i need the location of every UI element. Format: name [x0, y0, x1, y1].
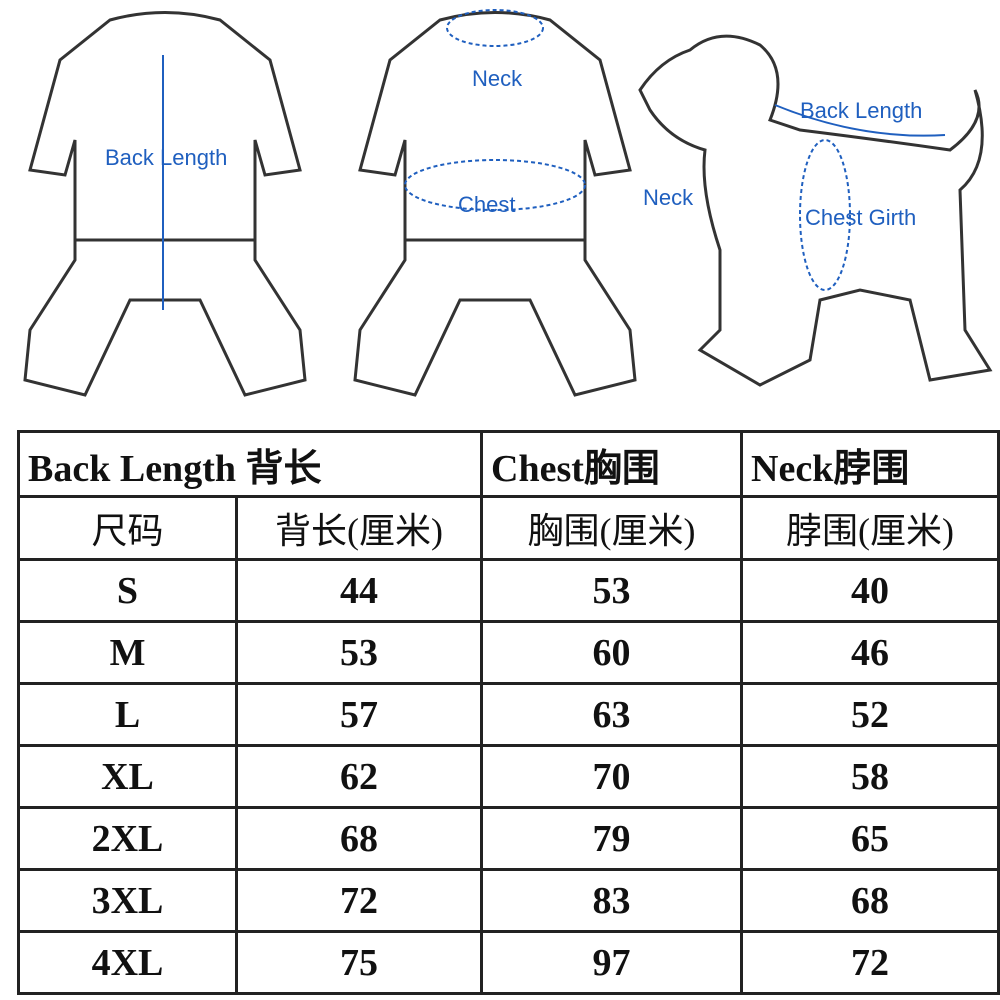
table-row: 4XL 75 97 72	[17, 930, 1000, 995]
measurement-cell: 44	[234, 558, 484, 623]
measurement-cell: 53	[480, 558, 744, 623]
measurement-cell: 75	[234, 930, 484, 995]
measurement-cell: 83	[480, 868, 744, 933]
chest-measure-icon	[404, 159, 586, 211]
neck-measure-icon	[446, 9, 544, 47]
dog-neck-label: Neck	[643, 185, 694, 210]
measurement-cell: 57	[234, 682, 484, 747]
dog-chest-girth-icon	[799, 139, 851, 291]
measurement-cell: 62	[234, 744, 484, 809]
table-row: L 57 63 52	[17, 682, 1000, 747]
size-cell: 4XL	[17, 930, 238, 995]
table-row: S 44 53 40	[17, 558, 1000, 623]
measurement-illustrations: Back Length Neck Chest Back Length Neck …	[23, 9, 993, 397]
dog-back-length-label: Back Length	[800, 98, 922, 123]
measurement-cell: 58	[740, 744, 1000, 809]
garment-front-illustration	[353, 11, 637, 397]
table-row: XL 62 70 58	[17, 744, 1000, 809]
measurement-cell: 63	[480, 682, 744, 747]
column-header: 胸围(厘米)	[480, 495, 744, 561]
column-header: 脖围(厘米)	[740, 495, 1000, 561]
chest-label: Chest	[458, 192, 515, 217]
garment-back-illustration	[23, 11, 307, 397]
back-length-group-header: Back Length 背长	[16, 430, 484, 498]
measurement-cell: 65	[740, 806, 1000, 871]
measurement-cell: 97	[480, 930, 744, 995]
size-cell: 2XL	[17, 806, 238, 871]
size-cell: S	[17, 558, 238, 623]
table-row: M 53 60 46	[17, 620, 1000, 685]
measurement-cell: 40	[740, 558, 1000, 623]
column-header-row: 尺码 背长(厘米) 胸围(厘米) 脖围(厘米)	[17, 495, 1000, 561]
measurement-cell: 70	[480, 744, 744, 809]
measurement-cell: 68	[234, 806, 484, 871]
neck-label: Neck	[472, 66, 523, 91]
table-row: 3XL 72 83 68	[17, 868, 1000, 933]
size-cell: XL	[17, 744, 238, 809]
measurement-cell: 52	[740, 682, 1000, 747]
dog-back-length-arrow	[774, 104, 946, 137]
size-cell: 3XL	[17, 868, 238, 933]
measurement-cell: 53	[234, 620, 484, 685]
column-header: 背长(厘米)	[234, 495, 484, 561]
measurement-cell: 68	[740, 868, 1000, 933]
dog-chest-girth-label: Chest Girth	[805, 205, 916, 230]
column-header: 尺码	[17, 495, 238, 561]
size-chart-table: Back Length 背长 Chest胸围 Neck脖围 尺码 背长(厘米) …	[16, 430, 1000, 995]
dog-illustration	[638, 34, 993, 387]
table-row: 2XL 68 79 65	[17, 806, 1000, 871]
measurement-cell: 72	[740, 930, 1000, 995]
neck-group-header: Neck脖围	[740, 430, 1000, 498]
size-cell: L	[17, 682, 238, 747]
chest-group-header: Chest胸围	[480, 430, 744, 498]
measurement-cell: 60	[480, 620, 744, 685]
measurement-cell: 72	[234, 868, 484, 933]
size-cell: M	[17, 620, 238, 685]
measurement-cell: 46	[740, 620, 1000, 685]
group-header-row: Back Length 背长 Chest胸围 Neck脖围	[16, 430, 1000, 498]
back-length-label: Back Length	[105, 145, 227, 170]
measurement-cell: 79	[480, 806, 744, 871]
